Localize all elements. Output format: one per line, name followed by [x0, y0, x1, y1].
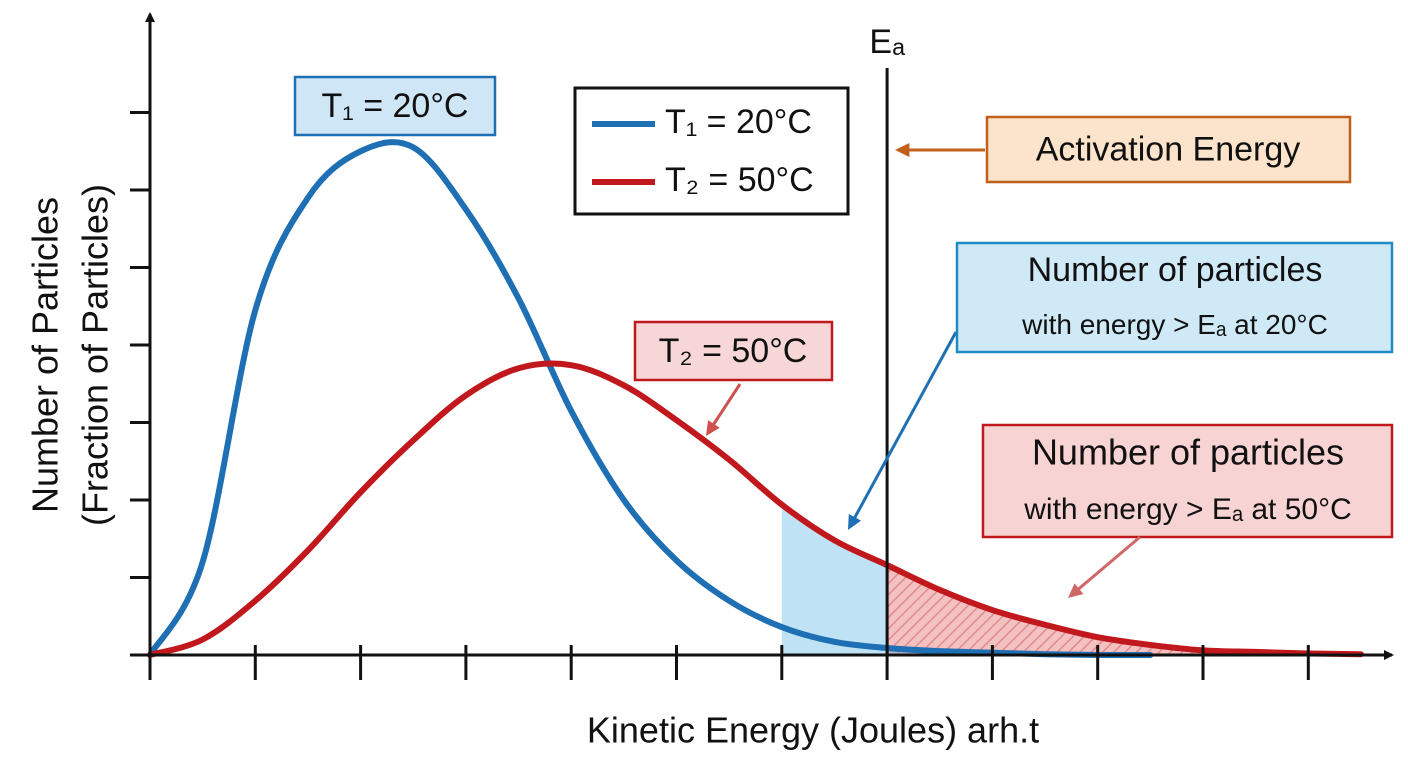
annotation-box	[981, 423, 1394, 539]
y-axis-label: (Fraction of Particles)	[75, 184, 116, 526]
shaded-area	[781, 504, 888, 655]
y-axis-label: Number of Particles	[25, 197, 66, 513]
annotation-arrow	[850, 331, 958, 524]
curves	[147, 139, 1364, 659]
annotation-text: T₂ = 50°C	[659, 332, 808, 370]
annotation-arrowhead	[895, 143, 910, 157]
annotation-text: Activation Energy	[1036, 130, 1301, 168]
annotation-arrowhead	[706, 420, 720, 436]
annotation-box	[955, 241, 1394, 354]
series-line	[147, 139, 1154, 659]
annotation-arrowhead	[848, 514, 862, 530]
annotation-box	[633, 320, 834, 382]
annotation-arrow	[709, 383, 742, 431]
series-line	[147, 360, 1364, 658]
overlay: Eₐ T₁ = 20°C T₂ = 50°C T₁ = 20°C T₂ = 50°C Ac…	[293, 23, 1394, 655]
annotation-text: T₁ = 20°C	[322, 87, 469, 125]
legend-label: T₁ = 20°C	[665, 103, 812, 141]
x-axis-label: Kinetic Energy (Joules) arh.t	[587, 710, 1039, 751]
annotation-text: with energy > Eₐ at 50°C	[1023, 493, 1352, 526]
shaded-area	[887, 565, 1361, 655]
annotation-text: with energy > Eₐ at 20°C	[1021, 309, 1328, 340]
annotation-arrow	[1073, 535, 1141, 594]
annotation-box	[293, 75, 497, 137]
annotation-text: Number of particles	[1028, 251, 1323, 289]
annotation-box	[985, 115, 1352, 184]
legend-box	[573, 86, 850, 216]
annotation-arrowhead	[1068, 583, 1084, 598]
annotation-text: Number of particles	[1032, 432, 1344, 473]
activation-energy-label: Eₐ	[869, 23, 905, 61]
legend-label: T₂ = 50°C	[665, 161, 814, 199]
